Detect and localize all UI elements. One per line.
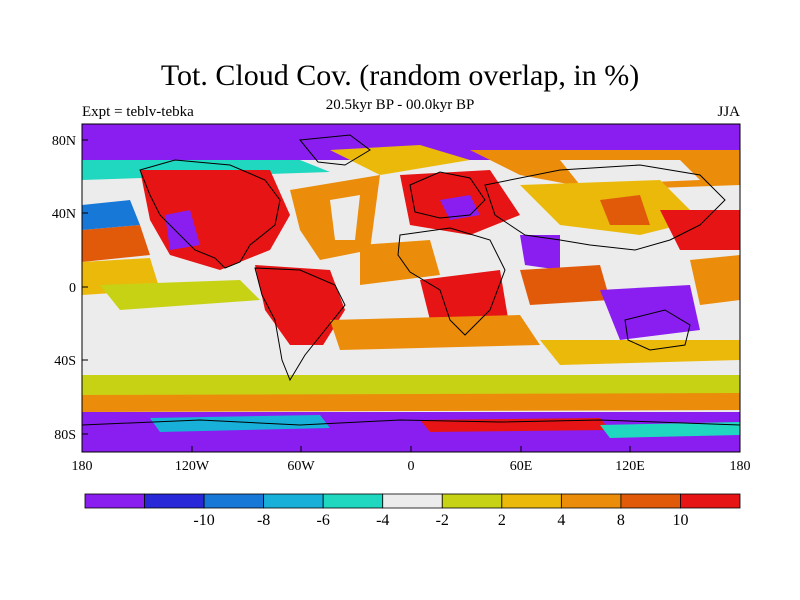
coastline-antarctica: [82, 419, 740, 426]
lon-tick-label: 180: [730, 459, 751, 474]
colorbar-label: 2: [498, 512, 506, 529]
season-label: JJA: [717, 104, 740, 120]
colorbar-swatch: [501, 493, 562, 509]
field-patch: [600, 285, 700, 340]
coastline-africa: [397, 227, 506, 336]
lat-tick-label: 80N: [52, 134, 76, 149]
colorbar-swatch: [441, 493, 503, 509]
colorbar-label: -2: [436, 512, 449, 529]
colorbar-label: -10: [193, 512, 214, 529]
colorbar-label: -8: [257, 512, 270, 529]
field-patch: [440, 195, 480, 220]
coastline-australia: [624, 309, 691, 351]
coastlines: [82, 134, 740, 426]
colorbar-swatch: [144, 493, 205, 509]
lat-tick-label: 0: [69, 281, 76, 296]
colorbar-label: 8: [617, 512, 625, 529]
field-patch: [600, 195, 650, 225]
field-patch: [150, 415, 330, 432]
colorbar-swatch: [322, 493, 384, 509]
colorbar-swatch: [680, 493, 741, 509]
field-patch: [330, 315, 540, 350]
field-patch: [82, 225, 150, 262]
field-patch: [82, 375, 740, 398]
lat-tick-label: 40N: [52, 207, 76, 222]
lon-tick-label: 0: [408, 459, 415, 474]
lat-tick-label: 80S: [54, 428, 76, 443]
coastline-europe: [409, 171, 486, 219]
colorbar-swatch: [382, 493, 443, 509]
field-patch: [520, 265, 610, 305]
colorbar-swatch: [203, 493, 265, 509]
colorbar-label: 10: [672, 512, 688, 529]
cloud-cover-field: [82, 124, 740, 452]
lon-tick-label: 120W: [175, 459, 210, 474]
map-title: Tot. Cloud Cov. (random overlap, in %): [160, 59, 640, 92]
coastline-greenland: [299, 134, 371, 166]
lat-tick-label: 40S: [54, 354, 76, 369]
colorbar: -10 -8 -6 -4 -2 2 4 8 10: [84, 493, 741, 529]
latitude-axis: 80N 40N 0 40S 80S: [52, 134, 88, 443]
lon-tick-label: 180: [72, 459, 93, 474]
field-patch: [82, 393, 740, 412]
field-patch: [560, 160, 700, 185]
coastline-north-america: [139, 159, 281, 269]
field-patch: [660, 210, 740, 250]
field-patch: [165, 210, 200, 250]
field-patch: [520, 235, 560, 270]
field-patch: [360, 240, 440, 285]
colorbar-swatch: [84, 493, 145, 509]
longitude-axis: 180 120W 60W 0 60E 120E 180: [72, 446, 751, 474]
field-patch: [82, 200, 140, 230]
coastline-south-america: [254, 267, 346, 382]
coastline-asia: [484, 164, 726, 251]
field-patch: [330, 195, 360, 240]
lon-tick-label: 60E: [510, 459, 533, 474]
field-patch: [100, 280, 260, 310]
field-patch: [600, 422, 740, 438]
colorbar-label: -6: [317, 512, 330, 529]
lon-tick-label: 60W: [287, 459, 315, 474]
experiment-label: Expt = teblv-tebka: [82, 104, 194, 120]
colorbar-label: -4: [376, 512, 389, 529]
colorbar-swatch: [263, 493, 324, 509]
colorbar-label: 4: [557, 512, 565, 529]
lon-tick-label: 120E: [615, 459, 645, 474]
map-subtitle: 20.5kyr BP - 00.0kyr BP: [325, 97, 475, 113]
field-patch: [540, 340, 740, 365]
colorbar-swatch: [560, 493, 622, 509]
field-patch: [690, 255, 740, 305]
colorbar-swatch: [620, 493, 681, 509]
field-patch: [255, 265, 345, 350]
